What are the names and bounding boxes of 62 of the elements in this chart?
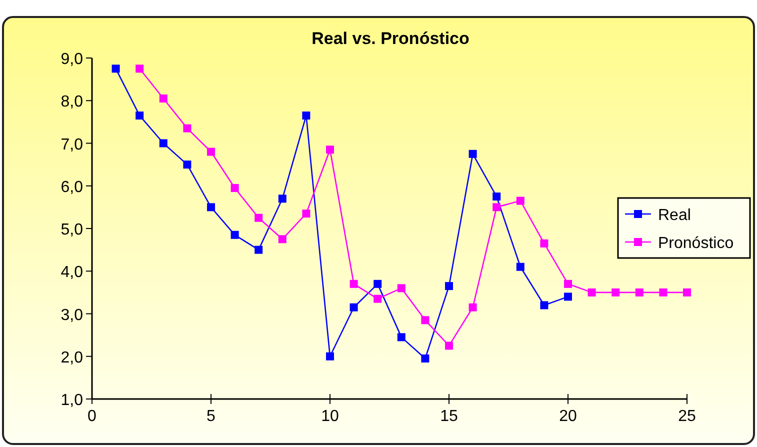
point	[540, 239, 548, 248]
point	[540, 301, 548, 310]
point	[230, 184, 239, 192]
y-tick-label: 7,0	[60, 136, 84, 154]
y-tick-label: 2,0	[60, 349, 84, 366]
x-tick-label: 10	[321, 408, 339, 425]
point	[302, 112, 310, 120]
point	[254, 214, 263, 222]
point	[278, 235, 286, 244]
point	[468, 303, 477, 312]
point	[659, 288, 668, 296]
point	[492, 192, 501, 201]
point	[397, 333, 406, 342]
point	[468, 150, 477, 158]
point	[112, 64, 120, 73]
point	[183, 160, 192, 169]
legend-label: Pronóstico	[658, 235, 734, 252]
point	[350, 280, 358, 288]
point	[326, 146, 334, 154]
x-tick-label: 5	[206, 408, 216, 425]
point	[445, 282, 453, 290]
point	[588, 288, 596, 296]
y-tick-label: 3,0	[60, 306, 84, 324]
x-tick-label: 15	[440, 408, 458, 425]
point	[207, 148, 215, 156]
x-tick-label: 20	[559, 408, 577, 425]
point	[278, 194, 286, 203]
point	[635, 288, 644, 296]
point	[612, 288, 620, 296]
point	[564, 280, 572, 288]
point	[374, 280, 382, 288]
point	[374, 294, 382, 303]
point	[421, 354, 430, 363]
point	[254, 246, 263, 254]
point	[302, 210, 310, 218]
point	[683, 288, 691, 296]
point	[230, 230, 239, 239]
point	[397, 284, 406, 292]
y-tick-label: 5,0	[60, 222, 84, 238]
y-tick-label: 9,0	[60, 51, 84, 68]
x-tick-label: 0	[88, 408, 97, 425]
point	[516, 196, 524, 205]
chart-title: Real vs. Pronóstico	[312, 29, 470, 48]
point	[421, 316, 430, 324]
y-tick-label: 1,0	[60, 392, 84, 409]
point	[136, 64, 144, 73]
y-tick-label: 8,0	[60, 94, 84, 111]
point	[326, 352, 334, 360]
point	[159, 94, 168, 102]
point	[492, 203, 501, 212]
point	[136, 112, 144, 120]
y-tick-label: 6,0	[60, 178, 84, 196]
point	[516, 262, 524, 271]
point	[445, 342, 453, 350]
point	[564, 292, 572, 301]
y-tick-label: 4,0	[60, 264, 84, 282]
point	[183, 124, 192, 132]
point	[207, 203, 215, 212]
x-tick-label: 25	[678, 408, 696, 425]
point	[159, 139, 168, 148]
legend-label: Real	[658, 207, 691, 224]
point	[350, 303, 358, 312]
